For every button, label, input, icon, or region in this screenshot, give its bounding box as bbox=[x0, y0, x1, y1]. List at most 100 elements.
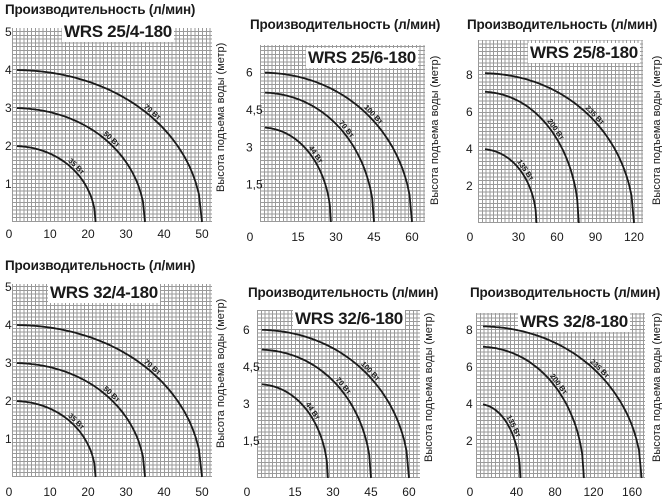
chart-title: WRS 25/6-180 bbox=[306, 48, 418, 68]
y-tick-label: 4 bbox=[5, 63, 12, 77]
x-tick-label: 160 bbox=[622, 485, 642, 499]
x-tick-label: 20 bbox=[81, 485, 95, 499]
curve-2 bbox=[264, 91, 375, 223]
x-axis-title: Производительность (л/мин) bbox=[470, 285, 661, 300]
curve-1 bbox=[482, 403, 522, 479]
y-tick-label: 1,5 bbox=[246, 178, 263, 192]
y-tick-label: 4,5 bbox=[246, 103, 263, 117]
y-tick-label: 6 bbox=[243, 323, 250, 337]
y-tick-label: 3 bbox=[5, 356, 12, 370]
x-tick-label: 60 bbox=[402, 485, 416, 499]
y-tick-label: 2 bbox=[466, 179, 473, 193]
plot-grid bbox=[478, 40, 643, 223]
curve-3 bbox=[16, 69, 203, 223]
x-tick-label: 40 bbox=[157, 227, 171, 241]
chart-title: WRS 32/8-180 bbox=[518, 312, 630, 332]
y-tick-label: 1 bbox=[5, 177, 12, 191]
curve-2 bbox=[484, 90, 580, 224]
x-tick-label: 10 bbox=[43, 227, 57, 241]
x-axis-title: Производительность (л/мин) bbox=[5, 258, 196, 273]
curve-1 bbox=[264, 126, 332, 223]
y-tick-label: 1,5 bbox=[243, 434, 260, 448]
curve-label: 100 Вт bbox=[362, 103, 385, 126]
y-tick-label: 6 bbox=[466, 360, 473, 374]
x-tick-label: 45 bbox=[367, 230, 381, 244]
x-tick-label: 10 bbox=[43, 485, 57, 499]
plot-grid bbox=[257, 310, 420, 478]
x-tick-label: 30 bbox=[329, 230, 343, 244]
x-axis-title: Производительность (л/мин) bbox=[467, 17, 658, 32]
x-tick-label: 30 bbox=[512, 230, 526, 244]
x-tick-label: 30 bbox=[326, 485, 340, 499]
chart-title: WRS 32/4-180 bbox=[48, 283, 160, 303]
x-tick-label: 40 bbox=[510, 485, 524, 499]
x-tick-label: 20 bbox=[81, 227, 95, 241]
x-tick-label: 0 bbox=[467, 485, 474, 499]
y-tick-label: 5 bbox=[5, 280, 12, 294]
curve-1 bbox=[261, 383, 329, 479]
x-tick-label: 0 bbox=[6, 227, 13, 241]
y-tick-label: 4 bbox=[5, 318, 12, 332]
x-tick-label: 90 bbox=[589, 230, 603, 244]
curve-3 bbox=[16, 324, 203, 478]
curve-2 bbox=[16, 107, 146, 223]
y-tick-label: 4,5 bbox=[243, 360, 260, 374]
x-tick-label: 50 bbox=[195, 227, 209, 241]
y-tick-label: 1 bbox=[5, 432, 12, 446]
y-tick-label: 8 bbox=[466, 68, 473, 82]
y-tick-label: 6 bbox=[466, 105, 473, 119]
y-tick-label: 3 bbox=[5, 101, 12, 115]
curve-label: 100 Вт bbox=[359, 360, 382, 383]
chart-title: WRS 32/6-180 bbox=[293, 309, 405, 329]
chart-title: WRS 25/4-180 bbox=[62, 22, 174, 42]
y-tick-label: 2 bbox=[5, 139, 12, 153]
x-axis-title: Производительность (л/мин) bbox=[250, 17, 441, 32]
y-tick-label: 3 bbox=[246, 140, 253, 154]
x-tick-label: 120 bbox=[624, 230, 644, 244]
x-tick-label: 60 bbox=[550, 230, 564, 244]
curve-3 bbox=[264, 71, 413, 223]
curve-3 bbox=[261, 329, 410, 479]
x-tick-label: 0 bbox=[467, 230, 474, 244]
y-tick-label: 4 bbox=[466, 142, 473, 156]
x-tick-label: 0 bbox=[244, 485, 251, 499]
x-tick-label: 0 bbox=[6, 485, 13, 499]
x-tick-label: 0 bbox=[247, 230, 254, 244]
x-tick-label: 15 bbox=[288, 485, 302, 499]
x-axis-title: Производительность (л/мин) bbox=[248, 285, 439, 300]
curve-label: 235 Вт bbox=[588, 357, 611, 380]
x-tick-label: 45 bbox=[364, 485, 378, 499]
plot-grid bbox=[12, 28, 212, 222]
y-tick-label: 6 bbox=[246, 66, 253, 80]
y-tick-label: 2 bbox=[466, 434, 473, 448]
y-tick-label: 3 bbox=[243, 397, 250, 411]
x-tick-label: 40 bbox=[157, 485, 171, 499]
x-tick-label: 15 bbox=[291, 230, 305, 244]
curve-1 bbox=[16, 145, 97, 223]
curve-2 bbox=[483, 345, 585, 479]
x-tick-label: 30 bbox=[119, 485, 133, 499]
y-tick-label: 5 bbox=[5, 25, 12, 39]
curve-1 bbox=[484, 148, 538, 224]
x-tick-label: 120 bbox=[583, 485, 603, 499]
curve-label: 135 Вт bbox=[504, 414, 523, 439]
curve-label: 235 Вт bbox=[584, 103, 607, 126]
chart-title: WRS 25/8-180 bbox=[528, 43, 640, 63]
y-tick-label: 4 bbox=[466, 397, 473, 411]
curve-1 bbox=[16, 400, 97, 478]
x-axis-title: Производительность (л/мин) bbox=[5, 2, 196, 17]
curve-2 bbox=[16, 362, 146, 478]
y-tick-label: 8 bbox=[466, 323, 473, 337]
x-tick-label: 50 bbox=[195, 485, 209, 499]
curve-3 bbox=[483, 325, 643, 479]
curve-2 bbox=[261, 348, 372, 479]
x-tick-label: 60 bbox=[405, 230, 419, 244]
plot-grid bbox=[12, 284, 212, 477]
